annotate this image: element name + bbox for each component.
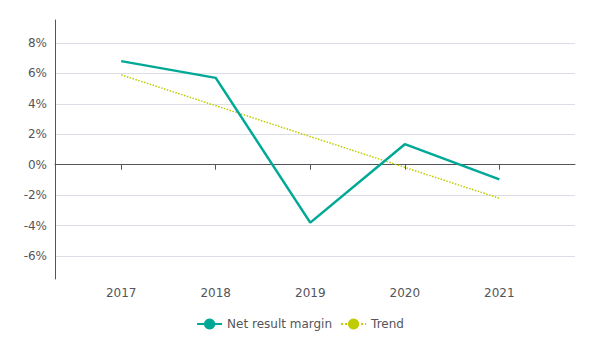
svg-text:Trend: Trend <box>370 317 404 331</box>
svg-text:2019: 2019 <box>295 286 326 300</box>
svg-text:-2%: -2% <box>24 188 47 202</box>
svg-text:-4%: -4% <box>24 219 47 233</box>
svg-text:6%: 6% <box>28 66 47 80</box>
svg-text:2021: 2021 <box>484 286 515 300</box>
svg-text:2018: 2018 <box>200 286 231 300</box>
svg-text:8%: 8% <box>28 36 47 50</box>
svg-text:0%: 0% <box>28 158 47 172</box>
svg-text:2017: 2017 <box>106 286 137 300</box>
svg-text:2020: 2020 <box>390 286 421 300</box>
svg-text:2%: 2% <box>28 127 47 141</box>
svg-text:4%: 4% <box>28 97 47 111</box>
svg-text:-6%: -6% <box>24 249 47 263</box>
svg-text:Net result margin: Net result margin <box>227 317 332 331</box>
